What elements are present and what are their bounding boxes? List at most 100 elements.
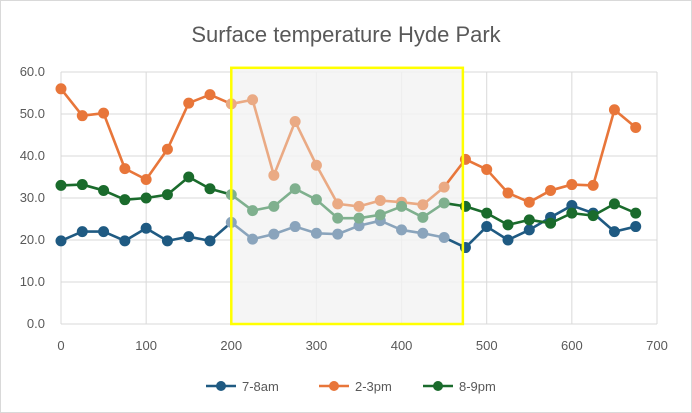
data-point: [630, 221, 642, 233]
data-point: [289, 183, 301, 195]
data-point: [98, 226, 110, 238]
data-point: [608, 198, 620, 210]
x-tick-label: 400: [391, 338, 413, 353]
data-point: [161, 189, 173, 201]
highlight-region: [231, 67, 463, 325]
y-tick-label: 50.0: [20, 106, 45, 121]
data-point: [247, 233, 259, 245]
data-point: [140, 174, 152, 186]
data-point: [119, 163, 131, 175]
data-point: [353, 212, 365, 224]
data-point: [310, 159, 322, 171]
legend-marker: [433, 381, 443, 391]
data-point: [161, 235, 173, 247]
data-point: [481, 221, 493, 233]
data-point: [140, 222, 152, 234]
data-point: [353, 200, 365, 212]
series-line-segment: [166, 101, 191, 151]
data-point: [140, 192, 152, 204]
data-point: [76, 110, 88, 122]
series-line-segment: [59, 87, 84, 117]
data-point: [55, 83, 67, 95]
data-point: [502, 219, 514, 231]
data-point: [183, 97, 195, 109]
data-point: [98, 184, 110, 196]
legend-label: 7-8am: [242, 379, 279, 394]
data-point: [630, 121, 642, 133]
data-point: [55, 235, 67, 247]
data-point: [76, 179, 88, 191]
data-point: [204, 183, 216, 195]
x-tick-label: 200: [220, 338, 242, 353]
legend-marker: [216, 381, 226, 391]
data-point: [289, 116, 301, 128]
data-point: [523, 196, 535, 208]
data-point: [310, 194, 322, 206]
data-point: [374, 209, 386, 221]
x-tick-label: 100: [135, 338, 157, 353]
data-point: [396, 224, 408, 236]
data-point: [396, 200, 408, 212]
data-point: [566, 179, 578, 191]
data-point: [204, 89, 216, 101]
data-point: [417, 227, 429, 239]
data-point: [481, 207, 493, 219]
data-point: [566, 207, 578, 219]
data-point: [310, 227, 322, 239]
data-point: [608, 104, 620, 116]
legend-label: 2-3pm: [355, 379, 392, 394]
y-tick-label: 60.0: [20, 64, 45, 79]
y-tick-label: 30.0: [20, 190, 45, 205]
data-point: [247, 94, 259, 106]
data-point: [119, 235, 131, 247]
data-point: [374, 195, 386, 207]
data-point: [332, 212, 344, 224]
series-line-segment: [102, 111, 127, 170]
x-tick-label: 700: [646, 338, 668, 353]
data-point: [608, 226, 620, 238]
data-point: [332, 198, 344, 210]
y-tick-label: 20.0: [20, 232, 45, 247]
x-tick-label: 0: [57, 338, 64, 353]
highlight-border: [230, 66, 465, 326]
series-line-segment: [293, 120, 318, 167]
data-point: [587, 179, 599, 191]
data-point: [247, 205, 259, 217]
data-point: [587, 210, 599, 222]
data-point: [268, 169, 280, 181]
legend-marker: [329, 381, 339, 391]
series-line-segment: [251, 98, 276, 177]
x-tick-label: 600: [561, 338, 583, 353]
chart-title: Surface temperature Hyde Park: [191, 22, 501, 47]
data-point: [268, 200, 280, 212]
data-point: [98, 107, 110, 119]
data-point: [183, 171, 195, 183]
data-point: [55, 179, 67, 191]
data-point: [161, 143, 173, 155]
data-point: [630, 207, 642, 219]
legend-label: 8-9pm: [459, 379, 496, 394]
data-point: [523, 224, 535, 236]
data-point: [183, 231, 195, 243]
data-point: [268, 228, 280, 240]
y-tick-label: 40.0: [20, 148, 45, 163]
data-point: [289, 221, 301, 233]
data-point: [502, 234, 514, 246]
data-point: [438, 231, 450, 243]
data-point: [417, 211, 429, 223]
series-line-segment: [315, 163, 340, 206]
data-point: [502, 187, 514, 199]
x-tick-label: 500: [476, 338, 498, 353]
data-point: [204, 235, 216, 247]
y-tick-label: 10.0: [20, 274, 45, 289]
series-line-segment: [591, 108, 616, 187]
series-line-segment: [144, 147, 169, 181]
data-point: [523, 214, 535, 226]
data-point: [332, 228, 344, 240]
data-point: [76, 226, 88, 238]
data-point: [438, 181, 450, 193]
data-point: [545, 184, 557, 196]
data-point: [438, 197, 450, 209]
